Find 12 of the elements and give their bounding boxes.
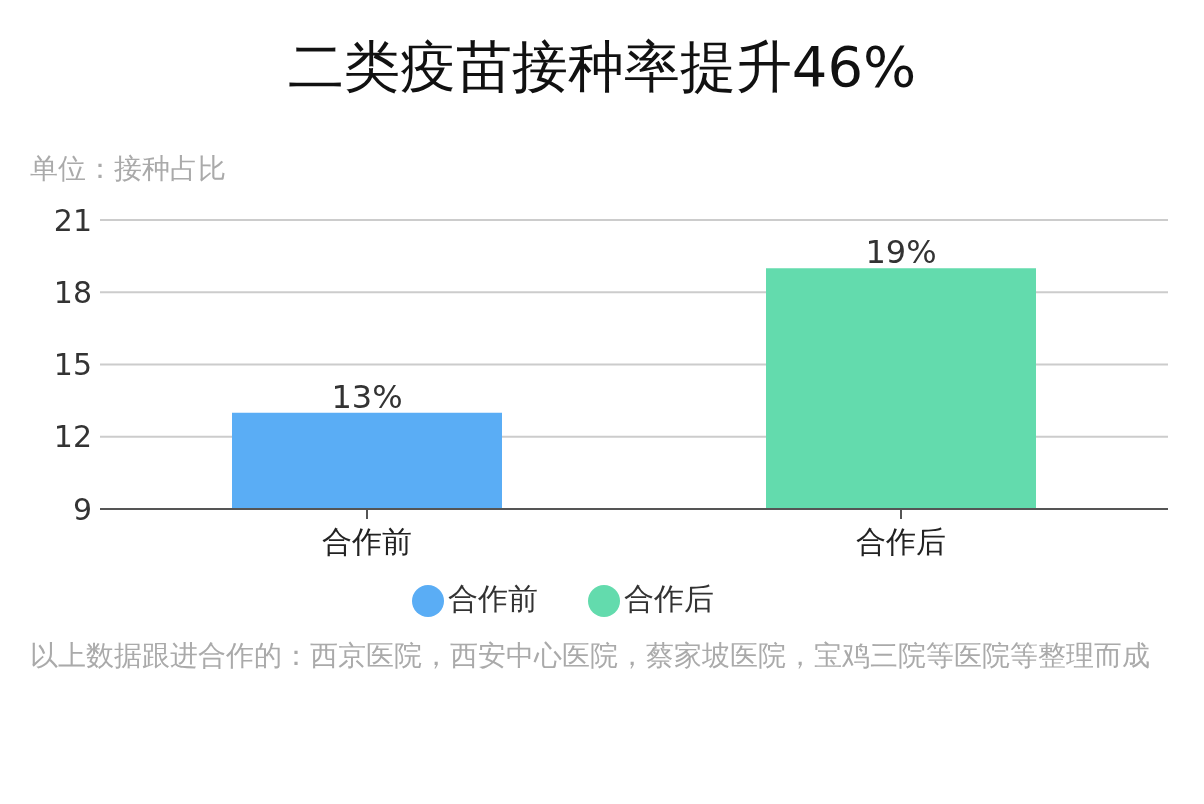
y-tick-label: 12 — [53, 419, 92, 455]
data-label: 13% — [331, 377, 403, 416]
data-label: 19% — [865, 233, 937, 272]
legend-label: 合作前 — [448, 581, 538, 616]
y-tick-label: 15 — [53, 347, 92, 383]
chart-title: 二类疫苗接种率提升46% — [286, 33, 918, 101]
y-tick-label: 18 — [53, 274, 92, 310]
y-tick-label: 21 — [53, 202, 92, 238]
text: 以上数据跟进合作的：西京医院，西安中心医院，蔡家坡医院，宝鸡三院等医院等整理而成 — [30, 638, 1151, 674]
y-tick-label: 9 — [72, 491, 92, 527]
y-axis-title: 单位：接种占比 — [30, 151, 227, 187]
legend-label: 合作后 — [624, 581, 714, 616]
